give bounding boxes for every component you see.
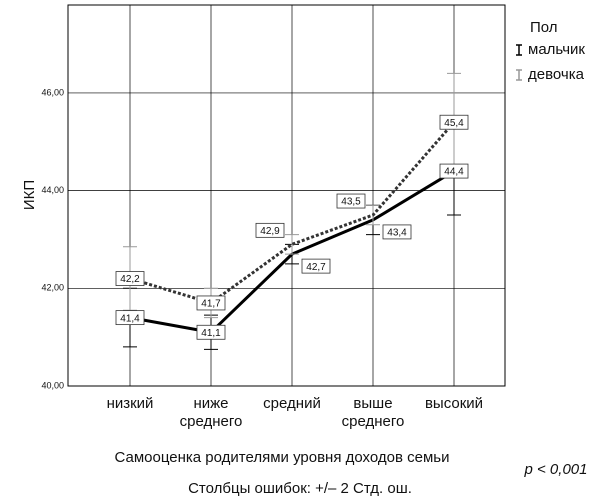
value-label: 45,4	[444, 118, 464, 129]
value-label: 42,7	[306, 262, 326, 273]
x-tick-line: ниже	[193, 395, 228, 412]
value-label: 43,4	[387, 228, 407, 239]
value-label-box	[382, 224, 412, 240]
value-label-box	[115, 271, 145, 286]
series-line	[129, 121, 456, 305]
p-value: p < 0,001	[524, 461, 588, 478]
value-label: 41,7	[201, 299, 221, 310]
y-axis-title: ИКП	[21, 180, 38, 210]
value-label: 42,9	[260, 226, 280, 237]
value-label: 42,2	[120, 274, 140, 285]
legend-label: девочка	[528, 66, 585, 83]
y-tick-label: 46,00	[41, 87, 64, 97]
x-tick-label: низкий	[107, 395, 154, 412]
x-tick-label: выше среднего	[342, 395, 405, 430]
x-tick-line: выше	[353, 395, 392, 412]
x-tick-line: среднего	[342, 413, 405, 430]
value-label-box	[336, 193, 366, 209]
value-label-box	[196, 295, 226, 311]
legend-label: мальчик	[528, 41, 585, 58]
x-tick-label: ниже среднего	[180, 395, 243, 430]
value-label-box	[439, 163, 469, 179]
legend-swatch	[516, 69, 522, 81]
value-label-box	[255, 222, 285, 238]
x-tick-label: высокий	[425, 395, 483, 412]
y-tick-label: 42,00	[41, 283, 64, 293]
x-tick-line: средний	[263, 395, 321, 412]
y-tick-label: 40,00	[41, 380, 64, 390]
value-label-box	[115, 310, 145, 326]
value-label: 41,1	[201, 328, 221, 339]
x-tick-line: низкий	[107, 395, 154, 412]
legend-title: Пол	[530, 19, 558, 36]
value-label-box	[301, 258, 331, 274]
legend-swatch	[516, 44, 522, 56]
x-tick-label: средний	[263, 395, 321, 412]
x-axis-title: Самооценка родителями уровня доходов сем…	[115, 449, 450, 466]
x-tick-line: среднего	[180, 413, 243, 430]
plot-area	[67, 4, 506, 387]
value-label-box	[439, 114, 469, 130]
error-bar	[285, 234, 299, 255]
x-tick-line: высокий	[425, 395, 483, 412]
value-label: 44,4	[444, 167, 464, 178]
note: Столбцы ошибок: +/– 2 Стд. ош.	[188, 480, 412, 497]
value-label: 41,4	[120, 313, 140, 324]
value-label: 43,5	[341, 197, 361, 208]
y-tick-label: 44,00	[41, 185, 64, 195]
value-label-box	[196, 324, 226, 340]
